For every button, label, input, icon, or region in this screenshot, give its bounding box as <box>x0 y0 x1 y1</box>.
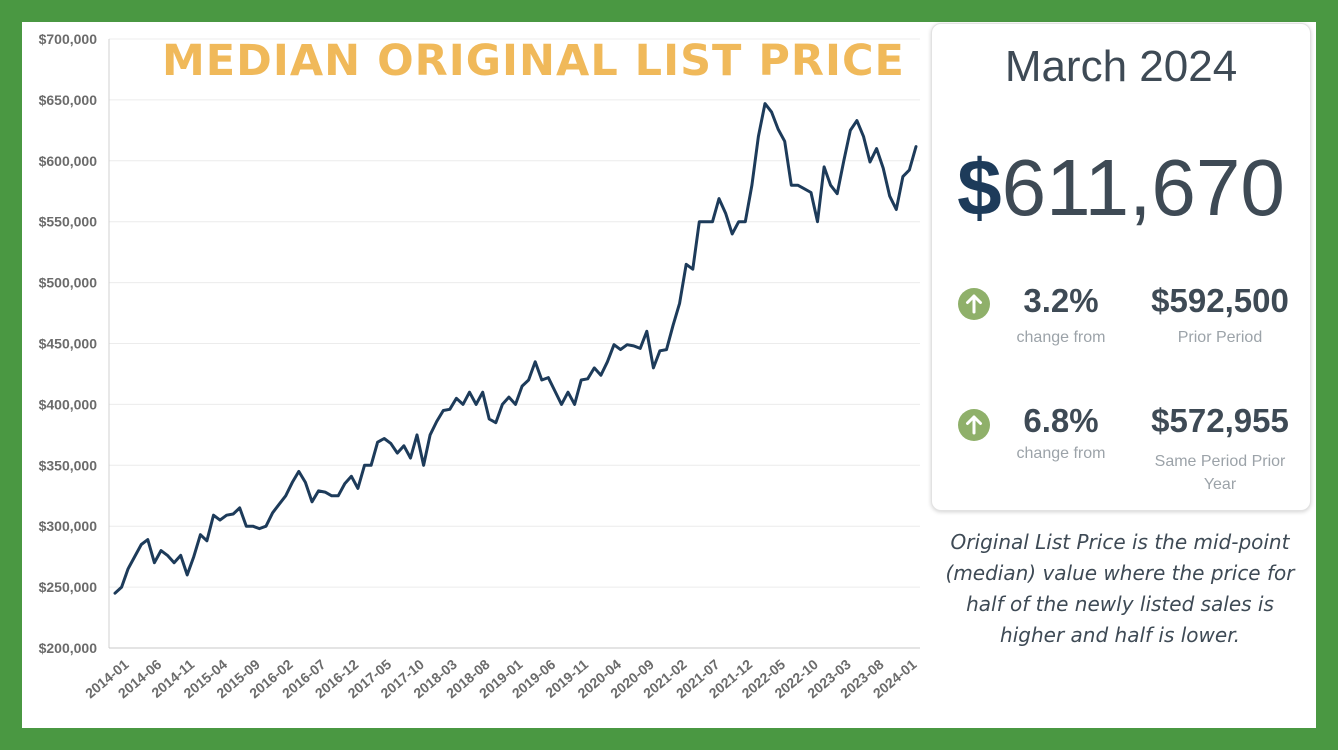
dollar-sign: $ <box>957 143 1002 232</box>
y-tick-label: $500,000 <box>39 275 98 291</box>
arrow-up-icon <box>958 409 990 441</box>
change-label-prior: change from <box>1016 329 1106 346</box>
y-tick-label: $300,000 <box>39 518 98 534</box>
prior-year-label: Same Period Prior Year <box>1154 453 1286 493</box>
y-tick-label: $650,000 <box>39 92 98 108</box>
prior-period-label: Prior Period <box>1177 329 1263 346</box>
frame: $700,000 $650,000 $600,000 $550,000 $500,000… <box>22 22 1316 728</box>
y-tick-label: $400,000 <box>39 396 98 412</box>
price-value: 611,670 <box>1001 143 1285 232</box>
chart-title: MEDIAN ORIGINAL LIST PRICE <box>162 36 905 86</box>
arrow-up-icon <box>958 288 990 320</box>
summary-card: March 2024 $611,670 3.2% change from $59… <box>931 23 1311 511</box>
prior-period-value: $592,500 <box>1151 282 1289 319</box>
change-percent-year: 6.8% <box>1023 402 1099 439</box>
change-percent-prior: 3.2% <box>1023 282 1099 319</box>
y-tick-label: $350,000 <box>39 457 98 473</box>
prior-year-value: $572,955 <box>1151 402 1289 439</box>
line-chart: $700,000 $650,000 $600,000 $550,000 $500,000… <box>39 31 920 701</box>
y-tick-label: $200,000 <box>39 640 98 656</box>
current-price: $611,670 <box>932 142 1310 234</box>
period-label: March 2024 <box>1004 42 1238 91</box>
y-tick-label: $700,000 <box>39 31 98 47</box>
y-tick-label: $250,000 <box>39 579 98 595</box>
change-label-year: change from <box>1016 445 1106 462</box>
y-tick-label: $600,000 <box>39 153 98 169</box>
series-line <box>113 102 918 595</box>
y-tick-label: $450,000 <box>39 336 98 352</box>
y-tick-label: $550,000 <box>39 214 98 230</box>
definition-note: Original List Price is the mid-point (me… <box>945 530 1295 647</box>
